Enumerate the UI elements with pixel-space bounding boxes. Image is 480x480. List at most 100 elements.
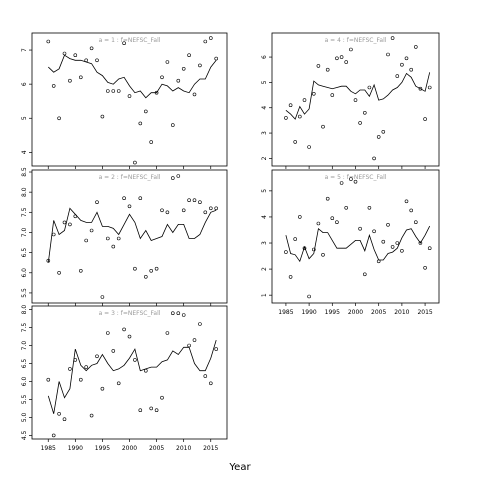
observed-point [84,58,88,63]
observed-point [122,196,126,200]
y-tick-label: 6.5 [21,248,28,258]
observed-point [293,140,298,144]
observed-point [68,367,72,371]
fitted-line [48,54,217,99]
observed-point [176,78,181,83]
observed-point [288,103,293,107]
observed-point [418,241,423,245]
observed-point [154,408,159,413]
observed-point [138,196,143,200]
observed-point [154,90,159,95]
observed-point [187,198,191,202]
observed-point [297,114,302,119]
panel-age-3: a = 3 : f=NEFSC_Fall 4.5 5.0 5.5 6.0 6.5 7.0 7.… [21,305,228,452]
observed-point [95,354,99,359]
x-tick-label: 2010 [394,309,409,316]
observed-point [138,408,143,413]
panel-title: a = 5 : f=NEFSC_Fall [325,174,387,181]
observed-point [122,41,126,46]
observed-point [381,130,386,134]
observed-point [284,116,288,120]
observed-point [372,156,376,161]
panel-title: a = 4 : f=NEFSC_Fall [325,37,387,44]
panel-title: a = 1 : f=NEFSC_Fall [99,37,161,44]
observed-point [409,67,414,72]
observed-point [302,246,307,250]
observed-point [395,241,400,245]
y-tick-label: 5.5 [21,288,28,298]
observed-point [203,210,208,215]
y-tick-label: 2 [261,156,268,160]
fitted-line [47,207,217,263]
observed-point [133,160,137,165]
y-tick-label: 3 [261,131,268,135]
observed-point [413,45,418,49]
observed-point [68,222,72,227]
observed-point [362,272,367,277]
observed-point [57,116,61,121]
observed-point [209,36,213,40]
y-tick-label: 5 [261,80,268,84]
observed-point [321,253,325,257]
y-tick-label: 2 [261,267,268,271]
observed-point [84,238,88,243]
observed-point [395,74,400,78]
observed-point [144,274,148,279]
observed-point [192,92,197,97]
observed-point [111,349,116,353]
observed-point [100,295,105,299]
y-tick-label: 7.0 [21,341,28,351]
observed-point [171,176,175,180]
observed-point [423,117,427,121]
observed-point [144,368,148,373]
observed-point [116,381,121,386]
y-tick-label: 7.5 [21,323,28,333]
observed-point [404,199,409,204]
observed-point [311,92,316,96]
observed-point [386,223,390,227]
y-tick-label: 4 [261,106,268,110]
observed-point [89,228,94,233]
y-tick-label: 3 [261,241,268,245]
y-tick-label: 4 [21,150,28,154]
y-tick-label: 7.0 [21,228,28,238]
observed-point [100,114,105,119]
y-tick-label: 4 [261,215,268,219]
observed-point [307,294,311,299]
y-tick-label: 8.0 [21,187,28,197]
observed-point [127,94,132,98]
observed-point [284,250,288,254]
y-tick-label: 1 [261,293,268,297]
observed-point [418,86,423,91]
observed-point [344,60,349,64]
observed-point [198,322,202,326]
observed-point [339,181,344,185]
panel-age-5: a = 5 : f=NEFSC_Fall 1 2 3 4 5 1985 1990 1995 200… [261,169,440,316]
x-tick-label: 1985 [41,445,56,452]
observed-point [409,208,414,213]
observed-point [106,236,110,241]
observed-point [358,121,362,125]
y-tick-label: 7 [21,48,28,52]
observed-point [198,63,202,68]
observed-point [95,58,99,63]
observed-point [111,244,116,249]
y-tick-label: 6.5 [21,359,28,369]
observed-point [344,206,349,210]
observed-point [302,98,307,102]
observed-point [51,232,56,237]
observed-point [57,270,61,275]
observed-point [293,237,298,241]
observed-point [62,220,67,225]
observed-point [84,365,88,369]
observed-point [376,135,381,139]
observed-point [79,377,83,382]
observed-point [192,198,197,202]
observed-point [288,275,293,279]
panel-age-1: a = 1 : f=NEFSC_Fall 4 5 6 7 [21,32,228,169]
observed-point [203,374,208,378]
observed-point [160,75,164,80]
observed-point [187,53,191,58]
observed-point [51,433,56,438]
y-tick-label: 4.5 [21,430,28,440]
